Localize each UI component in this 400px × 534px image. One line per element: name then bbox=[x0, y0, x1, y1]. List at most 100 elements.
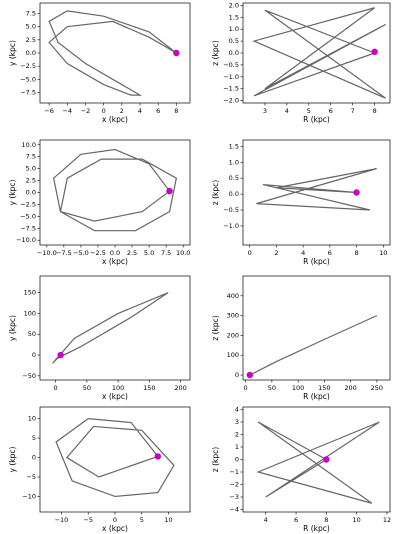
x-tick-label: 6 bbox=[156, 107, 160, 115]
x-tick-label: 8 bbox=[355, 249, 359, 257]
star-marker bbox=[154, 453, 162, 460]
x-tick-label: 6 bbox=[329, 107, 333, 115]
star-marker bbox=[57, 351, 64, 359]
x-tick-label: 2 bbox=[274, 249, 278, 257]
x-axis-label: R (kpc) bbox=[303, 257, 330, 266]
x-axis-label: x (kpc) bbox=[102, 257, 128, 266]
x-tick-label: 10 bbox=[353, 516, 361, 524]
y-tick-label: 2.5 bbox=[26, 36, 36, 44]
axes-frame bbox=[39, 275, 191, 381]
x-tick-label: 6 bbox=[294, 516, 298, 524]
x-tick-label: 6 bbox=[328, 249, 332, 257]
y-tick-label: −7.5 bbox=[20, 88, 36, 96]
x-axis-label: x (kpc) bbox=[102, 392, 128, 401]
x-tick-label: 4 bbox=[138, 107, 142, 115]
y-tick-label: 0.5 bbox=[229, 37, 239, 45]
x-tick-label: −4 bbox=[62, 107, 72, 115]
y-tick-label: 7.5 bbox=[26, 153, 36, 161]
y-tick-label: −2.0 bbox=[223, 97, 239, 105]
orbit-line bbox=[249, 315, 378, 376]
y-tick-label: −0.5 bbox=[223, 206, 239, 214]
y-tick-label: −2 bbox=[229, 481, 239, 489]
y-tick-label: −0.5 bbox=[223, 61, 239, 69]
axes-frame bbox=[242, 275, 391, 381]
y-tick-label: 0.0 bbox=[26, 189, 36, 197]
y-tick-label: −50 bbox=[22, 372, 36, 380]
orbit-line bbox=[55, 418, 175, 498]
y-tick-label: 2 bbox=[235, 431, 239, 439]
y-tick-label: −1 bbox=[229, 468, 239, 476]
y-axis-label: z (kpc) bbox=[211, 447, 220, 472]
x-tick-label: 0.0 bbox=[110, 249, 120, 257]
orbit-line bbox=[252, 7, 386, 99]
axes-frame bbox=[39, 139, 191, 246]
y-tick-label: −2.5 bbox=[20, 62, 36, 70]
x-tick-label: 5.0 bbox=[144, 249, 154, 257]
x-axis-label: R (kpc) bbox=[303, 115, 330, 124]
x-tick-label: −5 bbox=[83, 516, 93, 524]
y-tick-label: 100 bbox=[24, 309, 36, 317]
x-tick-label: 3 bbox=[263, 107, 267, 115]
y-tick-label: 10 bbox=[28, 415, 36, 423]
y-tick-label: 1.0 bbox=[229, 25, 239, 33]
y-axis-label: z (kpc) bbox=[211, 40, 220, 65]
x-tick-label: 2 bbox=[120, 107, 124, 115]
y-tick-label: 1.5 bbox=[229, 142, 239, 150]
x-tick-label: −10.0 bbox=[37, 249, 57, 257]
x-tick-label: 10 bbox=[379, 249, 387, 257]
y-tick-label: 4 bbox=[235, 406, 239, 414]
y-tick-label: −1.5 bbox=[223, 85, 239, 93]
y-axis-label: z (kpc) bbox=[211, 180, 220, 205]
orbit-line bbox=[256, 168, 377, 211]
y-tick-label: −3 bbox=[229, 493, 239, 501]
x-tick-label: 150 bbox=[143, 384, 155, 392]
x-tick-label: 10 bbox=[164, 516, 172, 524]
x-tick-label: 4 bbox=[301, 249, 305, 257]
y-tick-label: −5 bbox=[26, 473, 36, 481]
axes-frame bbox=[242, 2, 391, 104]
axes-frame bbox=[39, 2, 191, 104]
x-tick-label: 0 bbox=[244, 384, 248, 392]
x-tick-label: −10 bbox=[55, 516, 69, 524]
x-axis-label: x (kpc) bbox=[102, 524, 128, 533]
orbit-line bbox=[52, 148, 178, 232]
y-tick-label: −10.0 bbox=[16, 236, 36, 244]
y-tick-label: 1.0 bbox=[229, 158, 239, 166]
y-tick-label: 150 bbox=[24, 289, 36, 297]
x-tick-label: 200 bbox=[174, 384, 186, 392]
orbit-line bbox=[48, 10, 177, 96]
y-tick-label: 100 bbox=[227, 351, 239, 359]
y-tick-label: −5.0 bbox=[20, 75, 36, 83]
orbit-line bbox=[256, 421, 380, 504]
x-tick-label: 8 bbox=[324, 516, 328, 524]
x-tick-label: 50 bbox=[268, 384, 276, 392]
y-tick-label: 0 bbox=[32, 454, 36, 462]
y-tick-label: 5.0 bbox=[26, 23, 36, 31]
star-marker bbox=[246, 371, 254, 379]
x-tick-label: 4 bbox=[264, 516, 268, 524]
x-tick-label: 10.0 bbox=[176, 249, 190, 257]
axes-frame bbox=[39, 406, 191, 513]
x-tick-label: 50 bbox=[83, 384, 91, 392]
axes-frame bbox=[242, 406, 391, 513]
y-tick-label: 0.5 bbox=[229, 174, 239, 182]
x-tick-label: 4 bbox=[285, 107, 289, 115]
x-tick-label: 250 bbox=[371, 384, 383, 392]
x-tick-label: 150 bbox=[318, 384, 330, 392]
y-tick-label: 50 bbox=[28, 330, 36, 338]
x-tick-label: −6 bbox=[44, 107, 54, 115]
y-tick-label: −5.0 bbox=[20, 212, 36, 220]
y-axis-label: y (kpc) bbox=[8, 446, 17, 472]
y-tick-label: −2.5 bbox=[20, 200, 36, 208]
x-tick-label: 5 bbox=[307, 107, 311, 115]
x-tick-label: 8 bbox=[373, 107, 377, 115]
y-axis-label: y (kpc) bbox=[8, 179, 17, 205]
y-tick-label: 0 bbox=[235, 371, 239, 379]
y-tick-label: 5.0 bbox=[26, 165, 36, 173]
x-tick-label: 100 bbox=[292, 384, 304, 392]
x-tick-label: 0 bbox=[54, 384, 58, 392]
x-tick-label: 7 bbox=[351, 107, 355, 115]
y-tick-label: 300 bbox=[227, 312, 239, 320]
x-tick-label: 0 bbox=[248, 249, 252, 257]
